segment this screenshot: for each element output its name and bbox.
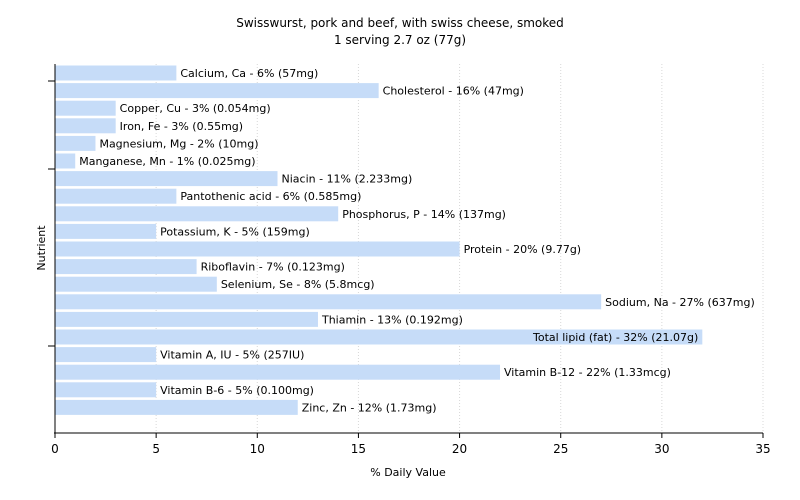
bar-label: Thiamin - 13% (0.192mg)	[321, 313, 463, 326]
bar-label: Selenium, Se - 8% (5.8mcg)	[221, 278, 375, 291]
bar	[55, 135, 96, 151]
x-tick-label: 20	[452, 442, 467, 456]
bar-label: Niacin - 11% (2.233mg)	[282, 173, 413, 186]
x-tick-label: 5	[152, 442, 160, 456]
x-tick-label: 25	[553, 442, 568, 456]
x-tick-label: 35	[755, 442, 770, 456]
x-tick-label: 10	[250, 442, 265, 456]
bar-label: Sodium, Na - 27% (637mg)	[605, 296, 755, 309]
bar-label: Protein - 20% (9.77g)	[464, 243, 582, 256]
bar	[55, 65, 177, 81]
bar	[55, 206, 339, 222]
bar	[55, 171, 278, 187]
bar	[55, 311, 318, 327]
bar-label: Pantothenic acid - 6% (0.585mg)	[180, 190, 361, 203]
bar	[55, 329, 703, 345]
bar-label: Cholesterol - 16% (47mg)	[383, 85, 524, 98]
bar	[55, 223, 157, 239]
bar-label: Vitamin A, IU - 5% (257IU)	[160, 349, 304, 362]
bar-label: Phosphorus, P - 14% (137mg)	[342, 208, 506, 221]
bar	[55, 399, 298, 415]
bar-label: Riboflavin - 7% (0.123mg)	[201, 261, 345, 274]
bars: Calcium, Ca - 6% (57mg) Cholesterol - 16%…	[55, 65, 755, 415]
bar	[55, 276, 217, 292]
bar	[55, 83, 379, 99]
bar	[55, 241, 460, 257]
bar	[55, 188, 177, 204]
bar-label: Total lipid (fat) - 32% (21.07g)	[532, 331, 698, 344]
bar-label: Zinc, Zn - 12% (1.73mg)	[302, 401, 437, 414]
x-tick-label: 30	[654, 442, 669, 456]
bar	[55, 382, 157, 398]
bar	[55, 347, 157, 363]
bar-label: Vitamin B-12 - 22% (1.33mcg)	[504, 366, 671, 379]
bar-label: Manganese, Mn - 1% (0.025mg)	[79, 155, 255, 168]
chart-subtitle: 1 serving 2.7 oz (77g)	[334, 33, 466, 47]
x-axis-label: % Daily Value	[370, 466, 446, 479]
bar-label: Iron, Fe - 3% (0.55mg)	[120, 120, 243, 133]
bar	[55, 259, 197, 275]
bar	[55, 364, 501, 380]
bar	[55, 153, 76, 169]
axes: 0 5 10 15 20 25 30 35	[48, 64, 771, 456]
bar-label: Calcium, Ca - 6% (57mg)	[180, 67, 318, 80]
bar-label: Copper, Cu - 3% (0.054mg)	[120, 102, 271, 115]
bar	[55, 118, 116, 134]
bar-label: Magnesium, Mg - 2% (10mg)	[99, 137, 258, 150]
bar-label: Potassium, K - 5% (159mg)	[160, 225, 310, 238]
bar-label: Vitamin B-6 - 5% (0.100mg)	[160, 384, 314, 397]
x-tick-label: 15	[351, 442, 366, 456]
chart-title: Swisswurst, pork and beef, with swiss ch…	[236, 16, 564, 30]
bar	[55, 100, 116, 116]
x-tick-label: 0	[51, 442, 59, 456]
y-axis-label: Nutrient	[35, 225, 48, 271]
bar	[55, 294, 602, 310]
